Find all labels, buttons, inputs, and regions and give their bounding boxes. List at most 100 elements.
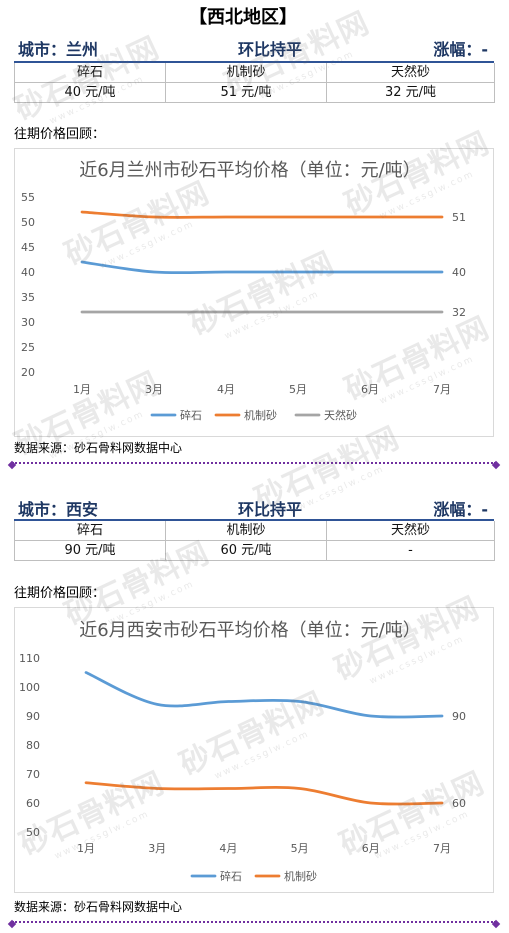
price-table: 碎石 机制砂 天然砂 40 元/吨 51 元/吨 32 元/吨 <box>14 63 495 103</box>
change-label: 涨幅：- <box>433 500 488 519</box>
table-row: 40 元/吨 51 元/吨 32 元/吨 <box>14 82 495 103</box>
region-title: 【西北地区】 <box>189 7 297 28</box>
data-point <box>439 800 445 806</box>
x-tick-label: 3月 <box>148 842 166 855</box>
x-tick-label: 4月 <box>217 383 235 396</box>
x-tick-label: 4月 <box>219 842 237 855</box>
data-point <box>83 780 89 786</box>
data-point <box>223 309 229 315</box>
data-label: 32 <box>452 306 466 319</box>
city-label: 城市：西安 <box>18 500 99 519</box>
line-chart: 近6月兰州市砂石平均价格（单位：元/吨） 20 25 30 35 40 45 50 55 1月 3月… <box>21 160 466 422</box>
series-line-2 <box>80 210 444 219</box>
legend-label: 机制砂 <box>244 408 277 422</box>
header-rule <box>14 519 494 521</box>
price-cell: 32 元/吨 <box>326 82 495 103</box>
table-row: 90 元/吨 60 元/吨 - <box>14 540 495 561</box>
data-source: 数据来源：砂石骨料网数据中心 <box>14 900 183 914</box>
data-point <box>295 214 301 220</box>
y-tick-label: 40 <box>21 266 35 279</box>
y-tick-label: 60 <box>26 797 40 810</box>
data-point <box>225 786 231 792</box>
table-header-cell: 碎石 <box>14 63 166 83</box>
x-tick-label: 1月 <box>77 842 95 855</box>
legend-item: 机制砂 <box>214 408 277 422</box>
chart-title: 近6月西安市砂石平均价格（单位：元/吨） <box>79 620 421 641</box>
y-tick-label: 30 <box>21 316 35 329</box>
diamond-icon <box>491 919 501 929</box>
x-tick-label: 6月 <box>361 383 379 396</box>
y-tick-label: 110 <box>19 652 40 665</box>
x-tick-label: 1月 <box>73 383 91 396</box>
price-cell: 90 元/吨 <box>14 540 166 561</box>
table-header-cell: 机制砂 <box>165 521 327 541</box>
table-header-cell: 机制砂 <box>165 63 327 83</box>
y-tick-label: 50 <box>26 826 40 839</box>
legend-item: 碎石 <box>150 408 202 422</box>
data-point <box>79 209 85 215</box>
price-chart-lanzhou: 近6月兰州市砂石平均价格（单位：元/吨） 20 25 30 35 40 45 50 55 1月 3月… <box>14 148 494 437</box>
table-header-cell: 天然砂 <box>326 63 495 83</box>
data-point <box>439 713 445 719</box>
legend-label: 碎石 <box>180 408 202 422</box>
price-cell: 60 元/吨 <box>165 540 327 561</box>
trend-label: 环比持平 <box>237 500 302 519</box>
data-point <box>83 670 89 676</box>
data-point <box>151 214 157 220</box>
data-point <box>223 269 229 275</box>
data-point <box>295 309 301 315</box>
legend-item: 机制砂 <box>254 869 317 883</box>
trend-label: 环比持平 <box>237 40 302 59</box>
header-rule <box>14 61 494 63</box>
data-point <box>297 699 303 705</box>
y-tick-label: 50 <box>21 216 35 229</box>
x-tick-label: 5月 <box>291 842 309 855</box>
y-tick-label: 25 <box>21 341 35 354</box>
data-point <box>151 269 157 275</box>
section-divider <box>7 460 501 470</box>
data-label: 90 <box>452 710 466 723</box>
legend-item: 碎石 <box>190 869 242 883</box>
data-point <box>368 713 374 719</box>
data-label: 60 <box>452 797 466 810</box>
x-tick-label: 6月 <box>362 842 380 855</box>
chart-title: 近6月兰州市砂石平均价格（单位：元/吨） <box>79 160 421 181</box>
data-label: 51 <box>452 211 466 224</box>
data-label: 40 <box>452 266 466 279</box>
y-tick-label: 70 <box>26 768 40 781</box>
diamond-icon <box>491 460 501 470</box>
data-point <box>439 309 445 315</box>
y-tick-label: 100 <box>19 681 40 694</box>
series-line-1 <box>84 671 444 719</box>
city-label: 城市：兰州 <box>18 40 99 59</box>
data-point <box>297 786 303 792</box>
x-tick-label: 5月 <box>289 383 307 396</box>
legend-label: 碎石 <box>220 869 242 883</box>
data-point <box>223 214 229 220</box>
diamond-icon <box>7 460 17 470</box>
x-tick-label: 7月 <box>433 842 451 855</box>
series-line-2 <box>84 781 444 806</box>
line-chart: 近6月西安市砂石平均价格（单位：元/吨） 50 60 70 80 90 100 110 1月 3月… <box>19 620 466 883</box>
data-point <box>154 786 160 792</box>
data-point <box>151 309 157 315</box>
y-tick-label: 35 <box>21 291 35 304</box>
data-point <box>79 259 85 265</box>
x-tick-label: 3月 <box>145 383 163 396</box>
series-line-1 <box>80 260 444 275</box>
price-chart-xian: 近6月西安市砂石平均价格（单位：元/吨） 50 60 70 80 90 100 110 1月 3月… <box>14 607 494 893</box>
legend-label: 机制砂 <box>284 869 317 883</box>
price-table: 碎石 机制砂 天然砂 90 元/吨 60 元/吨 - <box>14 521 495 561</box>
review-label: 往期价格回顾： <box>14 586 106 601</box>
y-tick-label: 80 <box>26 739 40 752</box>
legend-label: 天然砂 <box>324 408 357 422</box>
table-header-cell: 天然砂 <box>326 521 495 541</box>
y-tick-label: 55 <box>21 191 35 204</box>
y-tick-label: 45 <box>21 241 35 254</box>
data-point <box>439 269 445 275</box>
table-header-row: 碎石 机制砂 天然砂 <box>14 63 495 83</box>
data-point <box>367 269 373 275</box>
x-tick-label: 7月 <box>433 383 451 396</box>
data-point <box>368 800 374 806</box>
data-point <box>79 309 85 315</box>
